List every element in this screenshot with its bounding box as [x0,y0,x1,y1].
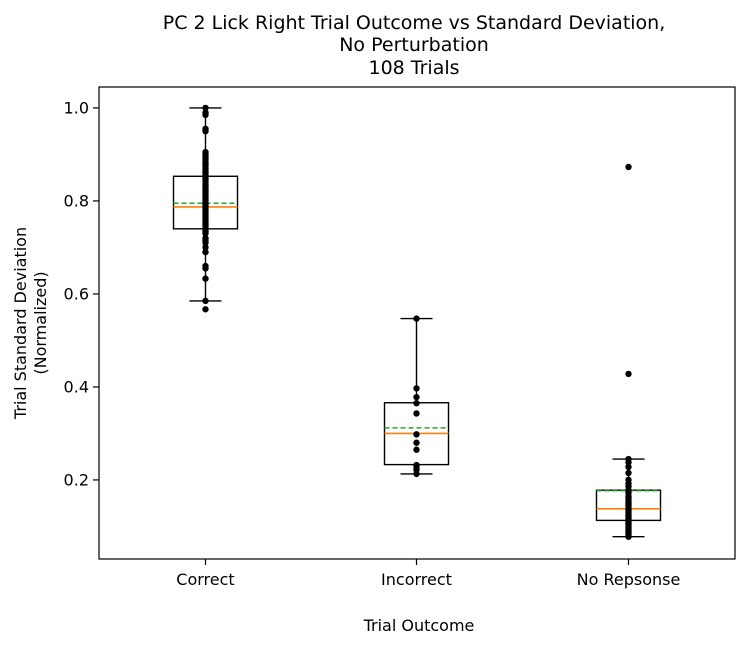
y-tick-label: 0.8 [64,191,89,210]
chart-title-line-1: PC 2 Lick Right Trial Outcome vs Standar… [163,12,666,34]
data-point [413,385,420,392]
data-point [413,410,420,417]
x-axis-label: Trial Outcome [363,616,475,635]
y-axis-label-line-1: Trial Standard Deviation [11,227,30,420]
y-tick-label: 0.2 [64,470,89,489]
data-point [413,431,420,438]
data-point [625,476,632,484]
data-point [413,315,420,322]
y-tick-label: 0.4 [64,377,89,396]
data-point [625,455,632,463]
y-tick-label: 1.0 [64,98,89,117]
data-point [413,446,420,453]
data-point [413,439,420,446]
data-point [625,469,632,477]
x-tick-label: No Repsonse [577,570,681,589]
chart-title-line-2: No Perturbation [339,34,489,56]
data-point [202,244,209,251]
data-point [202,306,209,313]
data-point [625,163,632,171]
data-point [202,248,209,256]
data-point [413,400,420,407]
data-point [202,125,209,133]
data-point [625,463,632,471]
data-point [413,461,420,469]
data-point [202,104,209,112]
data-point [202,275,209,282]
data-point [625,370,632,378]
data-point [202,148,209,156]
data-point [202,109,209,116]
data-point [202,297,209,305]
data-point [202,234,209,242]
chart-title-line-3: 108 Trials [368,57,459,79]
data-point [413,393,420,401]
x-tick-label: Correct [176,570,234,589]
y-tick-label: 0.6 [64,284,89,303]
y-axis-label-line-2: (Normalized) [31,271,50,374]
x-tick-label: Incorrect [381,570,452,589]
data-point [202,262,209,270]
